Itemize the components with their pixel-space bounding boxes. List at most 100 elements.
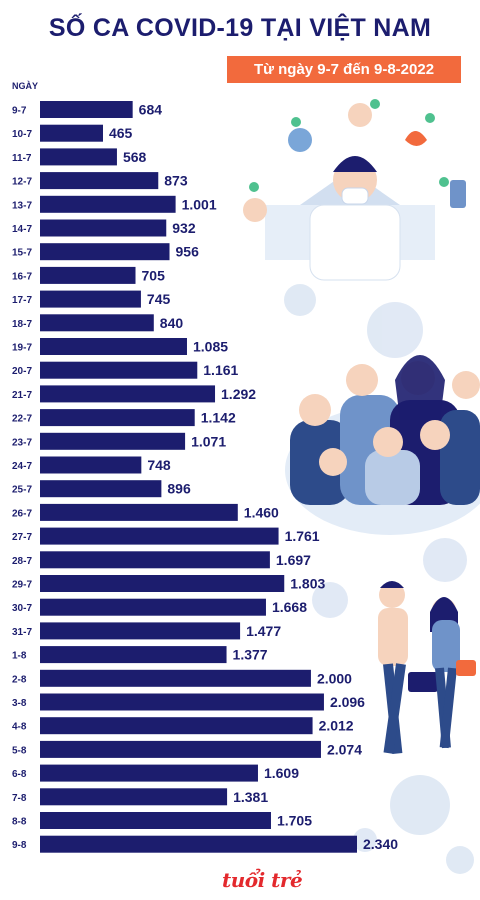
value-label: 1.142 (201, 410, 236, 426)
bar-19-7 (40, 338, 187, 355)
category-label: 7-8 (12, 793, 27, 804)
bar-3-8 (40, 693, 324, 711)
category-label: 19-7 (12, 343, 32, 354)
category-label: 31-7 (12, 627, 32, 638)
bar-29-7 (40, 575, 285, 592)
value-label: 1.161 (203, 362, 238, 378)
category-label: 21-7 (12, 390, 32, 401)
value-label: 896 (167, 481, 191, 497)
bar-9-8 (40, 835, 357, 853)
category-label: 13-7 (12, 200, 32, 211)
bar-2-8 (40, 669, 311, 687)
value-label: 1.085 (193, 339, 228, 355)
category-label: 14-7 (12, 224, 32, 235)
bar-25-7 (40, 480, 162, 498)
category-label: 12-7 (12, 177, 32, 188)
bar-13-7 (40, 195, 176, 213)
value-label: 840 (160, 315, 184, 331)
category-label: 4-8 (12, 722, 27, 733)
value-label: 684 (139, 102, 163, 118)
category-label: 5-8 (12, 745, 27, 756)
value-label: 1.609 (264, 765, 299, 781)
virus-icon (312, 582, 348, 618)
bar-28-7 (40, 551, 270, 569)
bar-30-7 (40, 598, 266, 616)
category-label: 2-8 (12, 674, 27, 685)
value-label: 1.071 (191, 433, 226, 449)
bar-4-8 (40, 717, 313, 735)
category-label: 20-7 (12, 366, 32, 377)
axis-label-ngay: NGÀY (12, 81, 39, 91)
value-label: 1.377 (233, 647, 268, 663)
crowd-illustration (285, 355, 480, 535)
bar-10-7 (40, 124, 103, 142)
value-label: 748 (147, 457, 171, 473)
bar-1-8 (40, 646, 227, 664)
value-label: 745 (147, 291, 171, 307)
category-label: 23-7 (12, 437, 32, 448)
bar-12-7 (40, 172, 159, 190)
bar-5-8 (40, 740, 321, 758)
bar-17-7 (40, 290, 141, 308)
value-label: 873 (164, 173, 188, 189)
category-label: 24-7 (12, 461, 32, 472)
value-label: 1.381 (233, 789, 268, 805)
value-label: 465 (109, 125, 133, 141)
value-label: 1.292 (221, 386, 256, 402)
bar-7-8 (40, 788, 228, 806)
couple-illustration (378, 581, 476, 755)
value-label: 1.460 (244, 504, 279, 520)
bar-23-7 (40, 432, 186, 450)
category-label: 27-7 (12, 532, 32, 543)
bar-16-7 (40, 266, 136, 284)
virus-icon (353, 828, 377, 852)
bar-26-7 (40, 503, 238, 521)
value-label: 1.705 (277, 813, 312, 829)
value-label: 1.477 (246, 623, 281, 639)
tuoi-tre-logo: tuổi trẻ (222, 868, 303, 892)
chart-title: SỐ CA COVID-19 TẠI VIỆT NAM (48, 14, 432, 42)
category-label: 17-7 (12, 295, 32, 306)
value-label: 1.001 (182, 196, 217, 212)
bar-24-7 (40, 456, 142, 474)
category-label: 6-8 (12, 769, 27, 780)
bar-9-7 (40, 101, 133, 118)
category-label: 8-8 (12, 817, 27, 828)
value-label: 1.668 (272, 599, 307, 615)
value-label: 1.697 (276, 552, 311, 568)
bar-15-7 (40, 243, 170, 261)
bar-8-8 (40, 812, 271, 829)
value-label: 2.074 (327, 741, 362, 757)
value-label: 705 (142, 267, 166, 283)
virus-icon (390, 775, 450, 835)
virus-icon (284, 284, 316, 316)
category-label: 29-7 (12, 580, 32, 591)
value-label: 1.803 (290, 576, 325, 592)
category-label: 18-7 (12, 319, 32, 330)
category-label: 9-8 (12, 840, 27, 851)
virus-icon (367, 302, 423, 358)
category-label: 1-8 (12, 651, 27, 662)
bar-27-7 (40, 527, 279, 545)
category-label: 30-7 (12, 603, 32, 614)
category-label: 22-7 (12, 414, 32, 425)
category-label: 3-8 (12, 698, 27, 709)
bar-20-7 (40, 361, 198, 379)
value-label: 956 (176, 244, 200, 260)
doctor-illustration (243, 99, 466, 281)
category-label: 9-7 (12, 106, 27, 117)
bar-14-7 (40, 219, 167, 237)
category-label: 28-7 (12, 556, 32, 567)
bar-6-8 (40, 764, 258, 782)
category-label: 10-7 (12, 129, 32, 140)
value-label: 2.012 (319, 718, 354, 734)
virus-icon (423, 538, 467, 582)
value-label: 932 (172, 220, 196, 236)
value-label: 2.340 (363, 836, 398, 852)
date-range-badge: Từ ngày 9-7 đến 9-8-2022 (227, 56, 461, 83)
value-label: 568 (123, 149, 147, 165)
category-label: 11-7 (12, 153, 32, 164)
category-label: 16-7 (12, 271, 32, 282)
